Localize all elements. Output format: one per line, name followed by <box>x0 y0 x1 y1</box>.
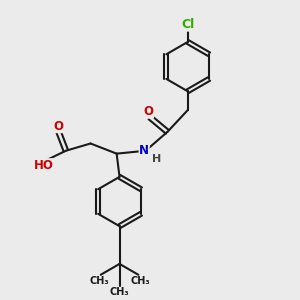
Text: CH₃: CH₃ <box>89 276 109 286</box>
Text: O: O <box>54 120 64 133</box>
Text: H: H <box>152 154 161 164</box>
Text: HO: HO <box>34 159 53 172</box>
Text: CH₃: CH₃ <box>130 276 150 286</box>
Text: O: O <box>143 105 154 118</box>
Text: CH₃: CH₃ <box>110 287 129 297</box>
Text: N: N <box>139 144 149 157</box>
Text: Cl: Cl <box>181 18 194 31</box>
